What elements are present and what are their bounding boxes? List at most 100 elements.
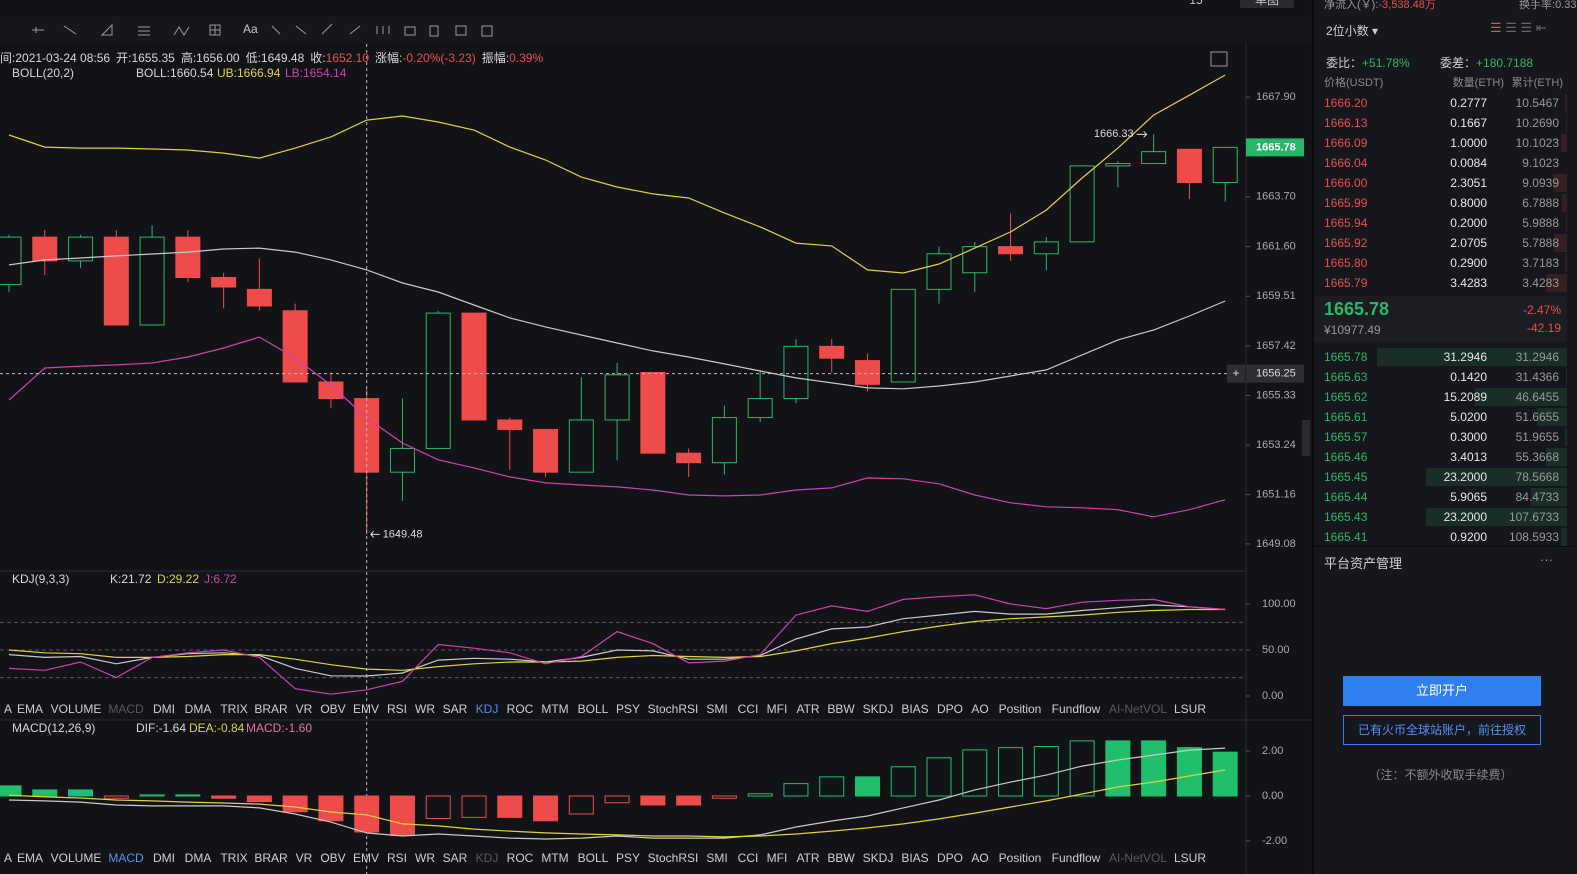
price: 1665.44 xyxy=(1324,490,1368,504)
indicator-tab[interactable]: VR xyxy=(296,702,313,716)
price: 1666.00 xyxy=(1324,176,1368,190)
indicator-tab[interactable]: KDJ xyxy=(476,851,499,865)
indicator-tab[interactable]: Position xyxy=(999,702,1042,716)
indicator-tab[interactable]: SKDJ xyxy=(863,851,894,865)
indicator-tab[interactable]: RSI xyxy=(387,851,407,865)
indicator-tab[interactable]: SKDJ xyxy=(863,702,894,716)
indicator-tab[interactable]: MTM xyxy=(541,702,568,716)
indicator-tab[interactable]: VR xyxy=(296,851,313,865)
indicator-tab[interactable]: AO xyxy=(971,851,988,865)
view-button[interactable]: 单图 xyxy=(1255,0,1279,7)
price: 1666.04 xyxy=(1324,156,1368,170)
indicator-tab[interactable]: DMI xyxy=(153,702,175,716)
authorize-button[interactable]: 已有火币全球站账户，前往授权 xyxy=(1343,715,1541,745)
indicator-tab[interactable]: SAR xyxy=(443,702,468,716)
depth-bar xyxy=(1566,368,1567,386)
amount: 0.2900 xyxy=(1450,256,1487,270)
y-tick-label: 1655.33 xyxy=(1256,389,1296,401)
candle-body xyxy=(819,345,845,359)
indicator-tab[interactable]: A xyxy=(4,851,12,865)
collapse-handle[interactable] xyxy=(1302,420,1310,456)
indicator-tab[interactable]: MACD xyxy=(108,702,144,716)
indicator-tab[interactable]: DMA xyxy=(185,851,212,865)
price: 1666.20 xyxy=(1324,96,1368,110)
indicator-tab[interactable]: BOLL xyxy=(578,702,609,716)
depth-bar xyxy=(1536,408,1567,426)
indicator-tab[interactable]: Position xyxy=(999,851,1042,865)
indicator-tab[interactable]: OBV xyxy=(320,702,345,716)
indicator-tab[interactable]: DPO xyxy=(937,702,963,716)
indicator-tab[interactable]: EMA xyxy=(17,702,43,716)
info-label: 开: xyxy=(116,51,132,65)
indicator-tab[interactable]: DMA xyxy=(185,702,212,716)
open-account-button[interactable]: 立即开户 xyxy=(1343,676,1541,706)
indicator-tab[interactable]: WR xyxy=(415,851,435,865)
indicator-tab[interactable]: CCI xyxy=(738,851,759,865)
indicator-tab[interactable]: VOLUME xyxy=(51,851,102,865)
indicator-tab[interactable]: SAR xyxy=(443,851,468,865)
indicator-tab[interactable]: KDJ xyxy=(476,702,499,716)
indicator-tab[interactable]: CCI xyxy=(738,702,759,716)
indicator-tab[interactable]: EMV xyxy=(353,702,379,716)
indicator-tab[interactable]: PSY xyxy=(616,851,640,865)
macd-bar xyxy=(1176,747,1202,797)
indicator-tab[interactable]: BIAS xyxy=(901,851,928,865)
indicator-tab[interactable]: SMI xyxy=(706,702,727,716)
indicator-tab[interactable]: BBW xyxy=(827,702,855,716)
indicator-tab[interactable]: BRAR xyxy=(254,702,288,716)
indicator-tab[interactable]: BRAR xyxy=(254,851,288,865)
macd-bar xyxy=(1105,740,1131,797)
indicator-tab[interactable]: LSUR xyxy=(1174,851,1206,865)
indicator-tab[interactable]: ATR xyxy=(796,702,819,716)
indicator-tab[interactable]: TRIX xyxy=(220,702,247,716)
indicator-tab[interactable]: Fundflow xyxy=(1052,851,1101,865)
indicator-tab[interactable]: MFI xyxy=(767,851,788,865)
book-row: 1665.44 5.9065 84.4733 xyxy=(1314,487,1567,507)
indicator-tab[interactable]: Fundflow xyxy=(1052,702,1101,716)
indicator-tab[interactable]: MFI xyxy=(767,702,788,716)
view-icons[interactable]: ☰ ☰ ☰ ⇤ xyxy=(1490,20,1547,35)
indicator-tab[interactable]: SMI xyxy=(706,851,727,865)
value: 0.33% xyxy=(1555,0,1577,11)
amount: 0.3000 xyxy=(1450,430,1487,444)
indicator-tab[interactable]: TRIX xyxy=(220,851,247,865)
price: 1665.78 xyxy=(1324,350,1368,364)
indicator-tab[interactable]: MTM xyxy=(541,851,568,865)
indicator-tab[interactable]: StochRSI xyxy=(648,851,699,865)
indicator-tab[interactable]: LSUR xyxy=(1174,702,1206,716)
indicator-tab[interactable]: DMI xyxy=(153,851,175,865)
indicator-tab[interactable]: RSI xyxy=(387,702,407,716)
more-menu[interactable]: ··· xyxy=(1540,552,1553,567)
y-tick-label: 100.00 xyxy=(1262,598,1296,610)
font-button[interactable]: Aa xyxy=(243,22,258,36)
indicator-tab[interactable]: BOLL xyxy=(578,851,609,865)
indicator-tab[interactable]: ATR xyxy=(796,851,819,865)
indicator-tab[interactable]: StochRSI xyxy=(648,702,699,716)
indicator-tab[interactable]: OBV xyxy=(320,851,345,865)
indicator-tab[interactable]: DPO xyxy=(937,851,963,865)
indicator-tab[interactable]: WR xyxy=(415,702,435,716)
indicator-tab[interactable]: A xyxy=(4,702,12,716)
candle-body xyxy=(1176,148,1202,184)
indicator-tab[interactable]: PSY xyxy=(616,702,640,716)
view-button-bg[interactable] xyxy=(1240,0,1294,8)
total: 46.6455 xyxy=(1515,390,1559,404)
indicator-tab[interactable]: BBW xyxy=(827,851,855,865)
indicator-tab[interactable]: ROC xyxy=(507,702,534,716)
fullscreen-icon[interactable] xyxy=(1210,51,1228,67)
indicator-tab[interactable]: EMA xyxy=(17,851,43,865)
indicator-tab[interactable]: AI-NetVOL xyxy=(1109,851,1167,865)
amount: 0.2777 xyxy=(1450,96,1487,110)
indicator-tab[interactable]: ROC xyxy=(507,851,534,865)
amount: 1.0000 xyxy=(1450,136,1487,150)
change-pct: -2.47% xyxy=(1522,303,1561,317)
price: 1665.94 xyxy=(1324,216,1368,230)
precision-select[interactable]: 2位小数 ▾ xyxy=(1326,24,1379,38)
indicator-tab[interactable]: VOLUME xyxy=(51,702,102,716)
indicator-tab[interactable]: AO xyxy=(971,702,988,716)
indicator-tab[interactable]: MACD xyxy=(108,851,144,865)
macd-bar xyxy=(783,783,809,797)
indicator-tab[interactable]: EMV xyxy=(353,851,379,865)
indicator-tab[interactable]: AI-NetVOL xyxy=(1109,702,1167,716)
indicator-tab[interactable]: BIAS xyxy=(901,702,928,716)
